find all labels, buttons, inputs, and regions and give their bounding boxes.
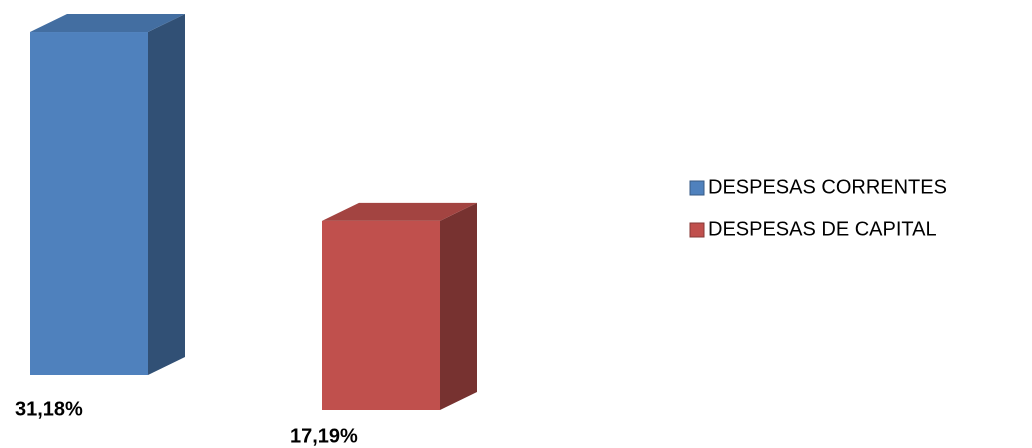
bar-top <box>30 14 185 33</box>
bar <box>322 202 477 410</box>
legend-label: DESPESAS CORRENTES <box>708 176 947 198</box>
bar-front <box>322 220 440 410</box>
legend-label: DESPESAS DE CAPITAL <box>708 218 937 240</box>
value-label: 31,18% <box>15 398 83 420</box>
value-label: 17,19% <box>290 425 358 447</box>
legend-swatch <box>689 180 705 196</box>
bar-front <box>30 32 148 376</box>
bar <box>30 14 185 376</box>
legend-swatch <box>689 222 705 238</box>
bar-side <box>440 202 477 410</box>
bar-top <box>322 202 477 221</box>
bar-side <box>148 14 185 376</box>
